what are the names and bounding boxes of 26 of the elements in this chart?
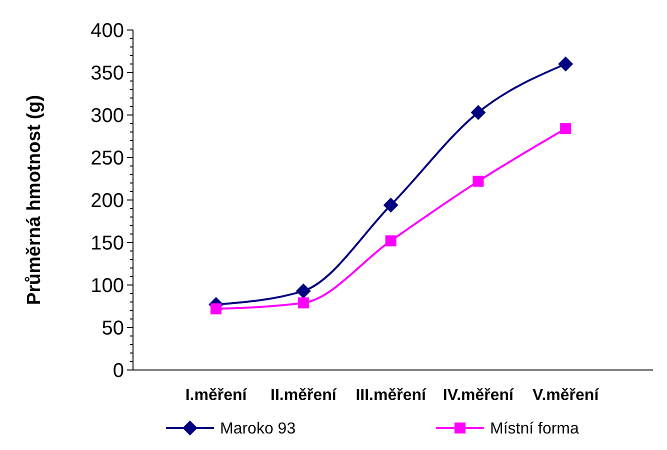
point (470, 104, 486, 120)
x-tick-label: I.měření (185, 387, 248, 404)
y-axis-title: Průměrná hmotnost (g) (24, 94, 45, 306)
point (385, 235, 396, 246)
legend-label: Maroko 93 (220, 420, 296, 438)
legend-label: Místní forma (490, 420, 580, 438)
x-tick-label: III.měření (356, 387, 426, 404)
y-tick-label: 100 (90, 275, 124, 297)
y-tick-label: 200 (90, 190, 124, 212)
x-tick-label: IV.měření (442, 387, 514, 404)
y-tick-label: 400 (90, 20, 124, 42)
y-tick-label: 250 (90, 148, 124, 170)
point (472, 176, 484, 187)
y-tick-label: 300 (90, 105, 124, 127)
point (560, 123, 572, 134)
point (296, 283, 311, 298)
point (210, 303, 222, 314)
point (298, 297, 309, 308)
y-tick-label: 50 (102, 318, 124, 340)
y-tick-label: 0 (112, 360, 124, 382)
y-tick-label: 150 (90, 232, 124, 254)
point (383, 198, 398, 213)
point (558, 56, 574, 72)
y-tick-label: 350 (90, 62, 124, 84)
x-tick-label: II.měření (270, 387, 337, 404)
x-tick-label: V.měření (532, 387, 600, 404)
